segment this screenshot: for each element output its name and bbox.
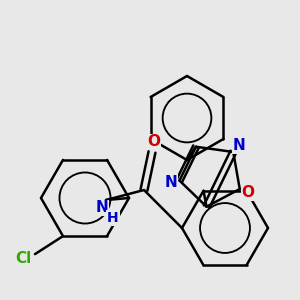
Text: N: N — [164, 175, 177, 190]
Text: O: O — [242, 185, 254, 200]
Text: H: H — [107, 211, 119, 225]
Text: Cl: Cl — [15, 250, 31, 266]
Text: O: O — [148, 134, 160, 149]
Text: N: N — [233, 138, 246, 153]
Text: N: N — [96, 200, 108, 215]
